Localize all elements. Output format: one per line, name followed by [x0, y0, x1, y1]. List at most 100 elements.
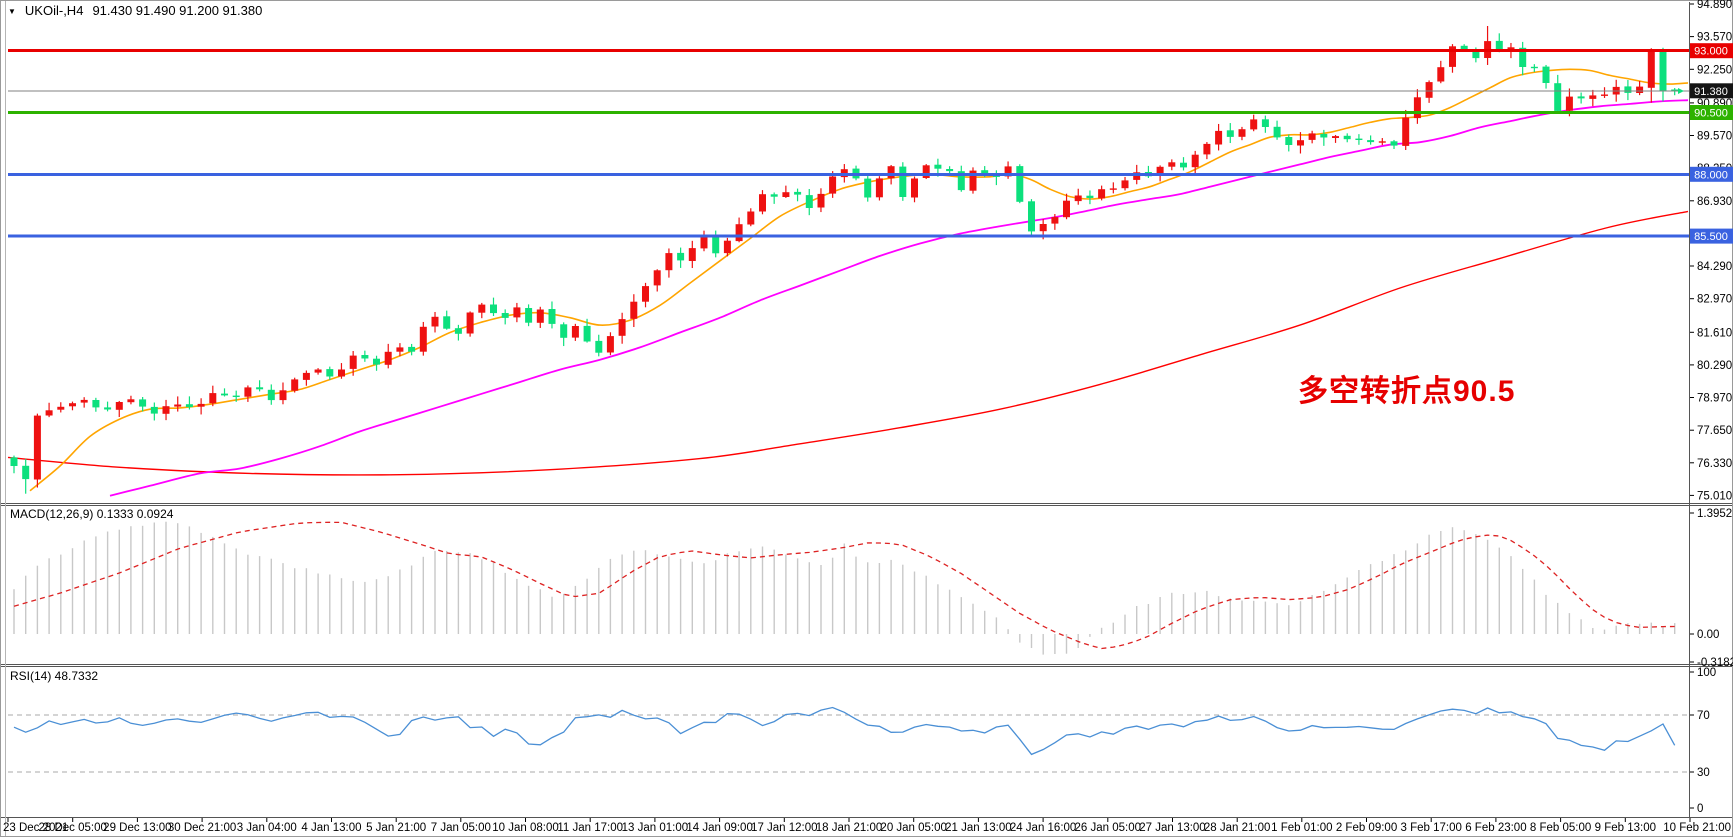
candle-body	[326, 369, 334, 377]
candle-body	[490, 304, 497, 314]
candle-body	[1180, 162, 1187, 168]
axis-label: 78.970	[1697, 393, 1732, 405]
candle-body	[1542, 66, 1550, 83]
candle-body	[1320, 133, 1328, 138]
candle-body	[1671, 89, 1679, 91]
ma-mid-magenta	[109, 99, 1689, 497]
candle-body	[794, 191, 802, 195]
candle-body	[513, 307, 521, 318]
candle-body	[1647, 50, 1655, 88]
candle-body	[454, 328, 462, 334]
candle-body	[817, 193, 825, 208]
candle-body	[1378, 141, 1386, 143]
candle-body	[922, 165, 930, 178]
axis-label: 100	[1697, 667, 1716, 679]
candle-body	[1238, 129, 1246, 137]
candle-body	[1133, 172, 1141, 180]
candle-body	[127, 399, 135, 403]
candle-body	[291, 379, 299, 391]
time-label: 20 Jan 05:00	[880, 822, 947, 834]
candle-body	[723, 240, 731, 254]
candle-body	[946, 169, 954, 172]
candle-body	[875, 178, 883, 198]
candle-body	[957, 171, 965, 191]
macd-signal-line	[13, 521, 1675, 650]
time-label: 5 Jan 21:00	[366, 822, 426, 834]
candle-body	[642, 286, 649, 302]
candle-body	[618, 319, 626, 336]
axis-label: 91.380	[1694, 86, 1728, 98]
candle-body	[700, 235, 708, 249]
candle-body	[1273, 126, 1281, 138]
rsi-indicator-label: RSI(14) 48.7332	[10, 669, 99, 683]
time-label: 27 Jan 13:00	[1139, 822, 1206, 834]
ma-slow-red	[7, 210, 1689, 476]
time-label: 23 Dec 2021	[3, 822, 68, 834]
candle-body	[104, 407, 112, 410]
candle-body	[1601, 94, 1608, 96]
candle-body	[1355, 138, 1363, 140]
candle-body	[782, 192, 790, 197]
time-label: 6 Feb 23:00	[1465, 822, 1526, 834]
candle-body	[69, 403, 76, 407]
time-label: 24 Jan 16:00	[1010, 822, 1077, 834]
macd-axis: 1.3952 0.00 -0.3182	[1690, 508, 1733, 669]
candle-body	[712, 234, 720, 254]
candle-body	[1261, 119, 1269, 127]
candle-body	[560, 324, 568, 338]
candle-body	[150, 406, 158, 414]
candle-body	[1577, 96, 1585, 99]
candle-body	[525, 308, 533, 323]
candle-body	[174, 404, 182, 407]
axis-label: 84.290	[1697, 261, 1732, 273]
symbol-dropdown-icon[interactable]: ▼	[8, 7, 16, 16]
candle-body	[1507, 47, 1515, 50]
macd-indicator-label: MACD(12,26,9) 0.1333 0.0924	[10, 507, 174, 521]
axis-label: 86.930	[1697, 196, 1732, 208]
candle-body	[864, 178, 872, 198]
candle-body	[1121, 180, 1129, 189]
candle-body	[1495, 40, 1503, 50]
candle-body	[115, 402, 123, 410]
axis-label: 82.970	[1697, 294, 1732, 306]
time-label: 1 Feb 01:00	[1271, 822, 1332, 834]
time-label: 18 Jan 21:00	[816, 822, 883, 834]
candle-body	[829, 176, 837, 194]
candle-body	[583, 325, 591, 342]
time-label: 29 Dec 13:00	[103, 822, 171, 834]
candle-body	[1063, 200, 1070, 218]
candle-body	[899, 166, 907, 197]
candle-body	[665, 253, 673, 271]
rsi-axis: 100 70 30 0	[1690, 667, 1716, 815]
time-label: 17 Jan 12:00	[751, 822, 818, 834]
candle-body	[536, 309, 544, 323]
axis-label: 93.000	[1694, 46, 1728, 58]
time-label: 8 Feb 05:00	[1530, 822, 1591, 834]
candle-body	[1413, 97, 1421, 119]
time-label: 10 Feb 21:00	[1663, 822, 1731, 834]
candle-body	[1250, 119, 1258, 130]
candle-body	[408, 346, 416, 352]
rsi-line	[13, 706, 1676, 756]
candlesticks	[10, 26, 1679, 494]
candle-body	[1519, 47, 1527, 67]
candle-body	[1168, 162, 1176, 167]
candle-body	[1016, 166, 1024, 202]
candle-body	[630, 301, 638, 319]
candle-body	[209, 393, 217, 404]
price-badge-90.500	[1690, 105, 1733, 120]
time-label: 9 Feb 13:00	[1595, 822, 1656, 834]
annotation-text: 多空转折点90.5	[1298, 375, 1516, 408]
candle-body	[688, 248, 696, 261]
candle-body	[1109, 188, 1117, 190]
candle-body	[244, 387, 252, 397]
time-label: 21 Jan 13:00	[945, 822, 1012, 834]
time-label: 4 Jan 13:00	[301, 822, 361, 834]
axis-label: 81.610	[1697, 327, 1732, 339]
price-badge-93.000	[1690, 43, 1733, 59]
time-label: 14 Jan 09:00	[686, 822, 753, 834]
candle-body	[279, 390, 287, 401]
